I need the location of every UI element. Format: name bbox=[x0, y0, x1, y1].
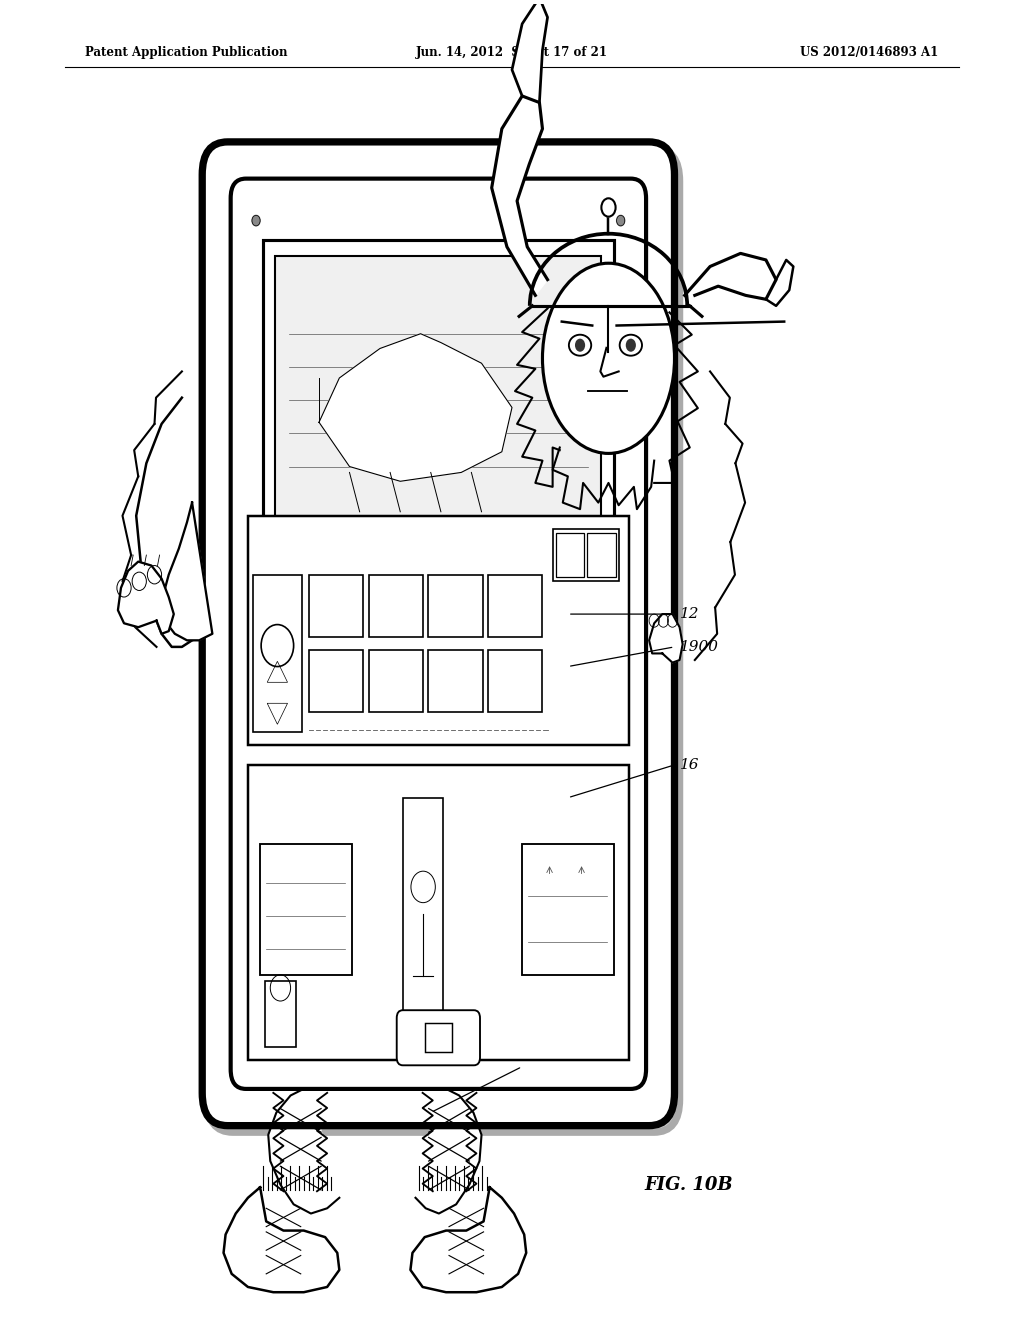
Bar bbox=[402, 797, 443, 1020]
FancyBboxPatch shape bbox=[202, 141, 675, 1126]
Polygon shape bbox=[649, 614, 683, 663]
Polygon shape bbox=[492, 96, 548, 296]
Bar bbox=[587, 533, 615, 577]
Text: US 2012/0146893 A1: US 2012/0146893 A1 bbox=[801, 46, 939, 59]
Bar bbox=[425, 1023, 452, 1052]
Bar bbox=[263, 240, 613, 574]
Bar bbox=[553, 529, 618, 581]
Circle shape bbox=[252, 1041, 260, 1052]
Bar bbox=[428, 651, 482, 713]
Polygon shape bbox=[685, 253, 776, 300]
Polygon shape bbox=[268, 1086, 339, 1213]
Bar bbox=[522, 843, 613, 974]
Text: 16: 16 bbox=[680, 758, 699, 772]
Circle shape bbox=[601, 198, 615, 216]
Ellipse shape bbox=[569, 335, 591, 355]
Text: FIG. 10B: FIG. 10B bbox=[644, 1176, 732, 1193]
Ellipse shape bbox=[626, 339, 636, 351]
Polygon shape bbox=[118, 561, 174, 634]
FancyBboxPatch shape bbox=[230, 178, 646, 1089]
Bar bbox=[265, 981, 296, 1047]
Bar bbox=[487, 574, 543, 638]
Ellipse shape bbox=[543, 263, 675, 453]
FancyBboxPatch shape bbox=[207, 148, 680, 1133]
Bar bbox=[428, 574, 482, 638]
Bar bbox=[369, 651, 423, 713]
Text: 1900: 1900 bbox=[680, 640, 719, 653]
Polygon shape bbox=[512, 0, 548, 103]
FancyBboxPatch shape bbox=[396, 1010, 480, 1065]
Bar bbox=[260, 843, 351, 974]
Polygon shape bbox=[162, 503, 212, 640]
Circle shape bbox=[616, 628, 625, 639]
Bar bbox=[487, 651, 543, 713]
Ellipse shape bbox=[574, 339, 585, 351]
Text: Jun. 14, 2012  Sheet 17 of 21: Jun. 14, 2012 Sheet 17 of 21 bbox=[416, 46, 608, 59]
Circle shape bbox=[252, 215, 260, 226]
Polygon shape bbox=[319, 334, 512, 482]
Text: 24: 24 bbox=[528, 1060, 548, 1073]
Circle shape bbox=[252, 628, 260, 639]
Circle shape bbox=[616, 766, 625, 776]
Bar bbox=[309, 651, 364, 713]
Polygon shape bbox=[766, 260, 794, 306]
Polygon shape bbox=[223, 1187, 339, 1292]
Bar bbox=[309, 574, 364, 638]
Bar bbox=[369, 574, 423, 638]
Circle shape bbox=[616, 215, 625, 226]
Ellipse shape bbox=[620, 335, 642, 355]
Text: 12: 12 bbox=[680, 607, 699, 622]
Bar bbox=[248, 516, 629, 746]
Circle shape bbox=[252, 766, 260, 776]
Bar bbox=[248, 764, 629, 1060]
Bar bbox=[275, 256, 601, 558]
Polygon shape bbox=[416, 1086, 481, 1213]
Bar bbox=[253, 574, 302, 733]
Polygon shape bbox=[411, 1187, 526, 1292]
Text: Patent Application Publication: Patent Application Publication bbox=[85, 46, 288, 59]
Bar bbox=[556, 533, 584, 577]
Circle shape bbox=[616, 1041, 625, 1052]
